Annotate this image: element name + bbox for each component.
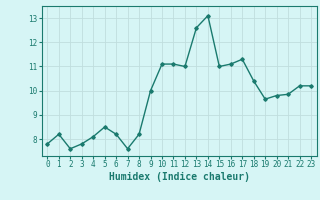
X-axis label: Humidex (Indice chaleur): Humidex (Indice chaleur) [109, 172, 250, 182]
